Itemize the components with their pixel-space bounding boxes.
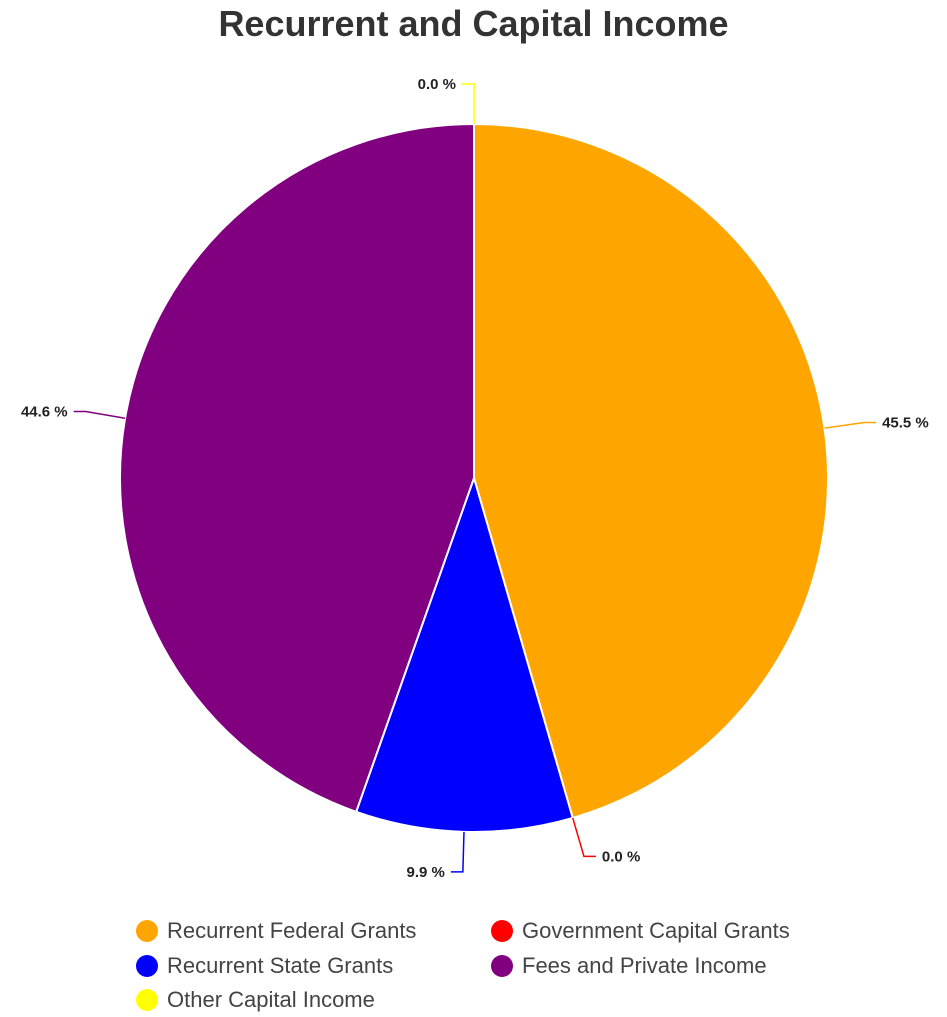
legend-label: Recurrent Federal Grants: [167, 918, 417, 943]
legend-swatch-government-capital-grants: [491, 920, 513, 942]
label-connector-other-capital-income: [462, 83, 475, 124]
label-connector-recurrent-federal-grants: [824, 421, 877, 429]
legend-item-recurrent-federal-grants[interactable]: Recurrent Federal Grants: [136, 914, 416, 948]
label-connector-recurrent-state-grants: [450, 831, 465, 873]
legend-label: Fees and Private Income: [522, 953, 767, 978]
legend-swatch-other-capital-income: [136, 989, 158, 1011]
label-connector-fees-and-private-income: [73, 410, 126, 419]
chart-title: Recurrent and Capital Income: [218, 3, 729, 44]
legend-swatch-recurrent-federal-grants: [136, 920, 158, 942]
pie-slice-recurrent-federal-grants[interactable]: [473, 122, 829, 820]
data-label-recurrent-state-grants: 9.9 %: [407, 864, 445, 881]
pie-slice-recurrent-state-grants[interactable]: [354, 474, 575, 833]
pie-chart: 45.5 % 0.0 % 9.9 % 44.6 % 0.0 %: [21, 76, 929, 881]
data-label-recurrent-federal-grants: 45.5 %: [882, 414, 929, 431]
legend-swatch-fees-and-private-income: [491, 955, 513, 977]
legend-item-recurrent-state-grants[interactable]: Recurrent State Grants: [136, 949, 393, 983]
data-label-fees-and-private-income: 44.6 %: [21, 403, 68, 420]
legend-item-other-capital-income[interactable]: Other Capital Income: [136, 983, 375, 1017]
legend-label: Government Capital Grants: [522, 918, 790, 943]
legend-label: Recurrent State Grants: [167, 953, 394, 978]
label-connector-government-capital-grants: [572, 817, 596, 858]
legend-item-fees-and-private-income[interactable]: Fees and Private Income: [491, 949, 767, 983]
legend-swatch-recurrent-state-grants: [136, 955, 158, 977]
legend-label: Other Capital Income: [167, 987, 375, 1012]
data-label-other-capital-income: 0.0 %: [418, 76, 456, 93]
legend-item-government-capital-grants[interactable]: Government Capital Grants: [491, 914, 790, 948]
chart-legend: Recurrent Federal Grants Government Capi…: [0, 910, 947, 1014]
data-label-government-capital-grants: 0.0 %: [602, 848, 640, 865]
